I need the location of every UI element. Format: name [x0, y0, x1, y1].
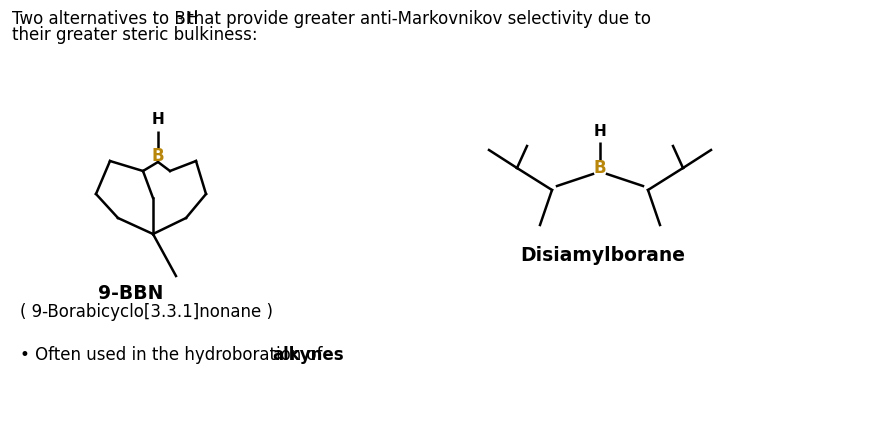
Text: B: B: [594, 159, 606, 177]
Text: B: B: [152, 147, 165, 165]
Text: H: H: [594, 124, 606, 140]
Text: • Often used in the hydroboration of: • Often used in the hydroboration of: [20, 346, 328, 364]
Text: Disiamylborane: Disiamylborane: [520, 246, 685, 265]
Text: Two alternatives to BH: Two alternatives to BH: [12, 10, 198, 28]
Text: 9-BBN: 9-BBN: [98, 284, 164, 303]
Text: ( 9-Borabicyclo[3.3.1]nonane ): ( 9-Borabicyclo[3.3.1]nonane ): [20, 303, 273, 321]
Text: that provide greater anti-Markovnikov selectivity due to: that provide greater anti-Markovnikov se…: [182, 10, 651, 28]
Text: their greater steric bulkiness:: their greater steric bulkiness:: [12, 26, 258, 44]
Text: H: H: [152, 112, 165, 128]
Text: alkynes: alkynes: [272, 346, 343, 364]
Text: 3: 3: [175, 14, 183, 27]
